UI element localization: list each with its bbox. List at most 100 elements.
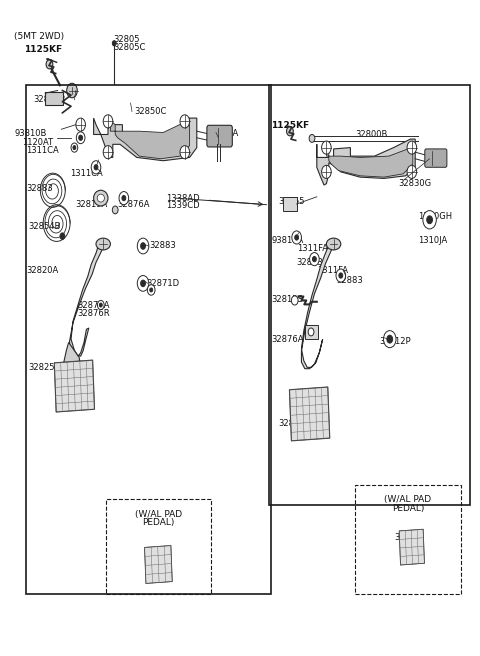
Polygon shape xyxy=(70,243,105,358)
Circle shape xyxy=(292,231,301,244)
Circle shape xyxy=(310,253,319,266)
Bar xyxy=(305,325,318,339)
Polygon shape xyxy=(289,387,330,441)
Polygon shape xyxy=(326,143,413,177)
Circle shape xyxy=(119,192,129,205)
Text: PEDAL): PEDAL) xyxy=(392,504,424,513)
Ellipse shape xyxy=(97,194,104,202)
Bar xyxy=(269,85,470,505)
Polygon shape xyxy=(399,529,424,565)
Ellipse shape xyxy=(326,238,341,250)
Text: 32825: 32825 xyxy=(278,419,305,428)
Ellipse shape xyxy=(96,238,110,250)
Circle shape xyxy=(336,269,346,282)
Text: 32820A: 32820A xyxy=(26,266,59,276)
Text: 1339CD: 1339CD xyxy=(166,201,199,211)
Circle shape xyxy=(312,256,316,262)
Text: PEDAL): PEDAL) xyxy=(142,518,175,527)
Text: 32876A: 32876A xyxy=(77,300,109,310)
Text: 32876R: 32876R xyxy=(77,309,109,318)
Text: 32876A: 32876A xyxy=(117,200,150,209)
FancyBboxPatch shape xyxy=(207,125,232,147)
Text: 32883: 32883 xyxy=(297,258,324,267)
Text: 32805: 32805 xyxy=(113,35,139,44)
Text: 32815S: 32815S xyxy=(271,295,303,304)
Circle shape xyxy=(94,165,98,170)
Circle shape xyxy=(91,161,101,174)
Ellipse shape xyxy=(94,190,108,206)
Circle shape xyxy=(141,243,145,249)
Circle shape xyxy=(384,331,396,348)
Circle shape xyxy=(99,303,102,307)
Circle shape xyxy=(137,238,149,254)
Text: 32871D: 32871D xyxy=(146,279,180,288)
Text: 32825: 32825 xyxy=(28,363,54,372)
Text: 1338AD: 1338AD xyxy=(166,194,199,203)
Text: 93840A: 93840A xyxy=(206,129,239,138)
Circle shape xyxy=(180,146,190,159)
Polygon shape xyxy=(110,118,190,159)
Text: 32854B: 32854B xyxy=(28,222,60,231)
Circle shape xyxy=(137,276,149,291)
Circle shape xyxy=(287,127,293,136)
Circle shape xyxy=(112,206,118,214)
Text: 1120AT: 1120AT xyxy=(22,138,53,147)
Text: 32825: 32825 xyxy=(395,533,421,543)
Circle shape xyxy=(322,141,331,154)
Polygon shape xyxy=(94,118,197,161)
Text: 1311FA: 1311FA xyxy=(317,266,348,275)
Text: 32876A: 32876A xyxy=(271,335,304,344)
Text: (W/AL PAD: (W/AL PAD xyxy=(384,495,432,504)
Circle shape xyxy=(71,143,78,152)
Text: 32881B: 32881B xyxy=(34,95,66,104)
Circle shape xyxy=(147,285,155,295)
Text: 32855: 32855 xyxy=(278,197,305,206)
Circle shape xyxy=(141,280,145,287)
Circle shape xyxy=(322,165,331,178)
Circle shape xyxy=(308,328,314,336)
Bar xyxy=(26,85,271,594)
Bar xyxy=(106,499,211,594)
Text: 32883: 32883 xyxy=(336,276,363,285)
Circle shape xyxy=(99,239,107,249)
Text: 32883: 32883 xyxy=(26,184,53,194)
Polygon shape xyxy=(54,360,95,412)
Circle shape xyxy=(295,235,299,240)
Text: 1125KF: 1125KF xyxy=(271,121,309,131)
Polygon shape xyxy=(144,546,172,583)
Text: 32830G: 32830G xyxy=(398,179,432,188)
Circle shape xyxy=(291,296,298,305)
Text: (W/AL PAD: (W/AL PAD xyxy=(135,510,182,519)
Circle shape xyxy=(103,115,113,128)
Polygon shape xyxy=(317,139,415,185)
Circle shape xyxy=(60,233,65,239)
Text: 93810B: 93810B xyxy=(14,129,47,138)
Text: 1310JA: 1310JA xyxy=(418,236,447,245)
Circle shape xyxy=(46,60,53,69)
Circle shape xyxy=(79,135,83,140)
Text: 1125KF: 1125KF xyxy=(24,45,62,54)
Bar xyxy=(283,197,297,211)
Circle shape xyxy=(387,335,393,343)
Polygon shape xyxy=(64,342,81,375)
Text: 32800B: 32800B xyxy=(355,130,387,139)
Circle shape xyxy=(103,146,113,159)
Text: (5MT 2WD): (5MT 2WD) xyxy=(14,31,64,41)
Text: 32812P: 32812P xyxy=(379,337,411,346)
Bar xyxy=(45,92,63,105)
Text: 1311FA: 1311FA xyxy=(297,244,328,253)
Circle shape xyxy=(339,273,343,278)
Circle shape xyxy=(330,239,337,249)
Text: 1360GH: 1360GH xyxy=(418,212,452,221)
Circle shape xyxy=(427,216,432,224)
Circle shape xyxy=(112,41,116,46)
Text: 1311CA: 1311CA xyxy=(70,169,102,178)
Text: 32883: 32883 xyxy=(149,241,176,251)
Circle shape xyxy=(150,288,153,292)
Circle shape xyxy=(67,83,77,98)
Circle shape xyxy=(180,115,190,128)
Circle shape xyxy=(73,146,76,150)
Text: 32805C: 32805C xyxy=(113,43,145,52)
Text: 32819A: 32819A xyxy=(75,200,108,209)
Circle shape xyxy=(309,134,315,142)
